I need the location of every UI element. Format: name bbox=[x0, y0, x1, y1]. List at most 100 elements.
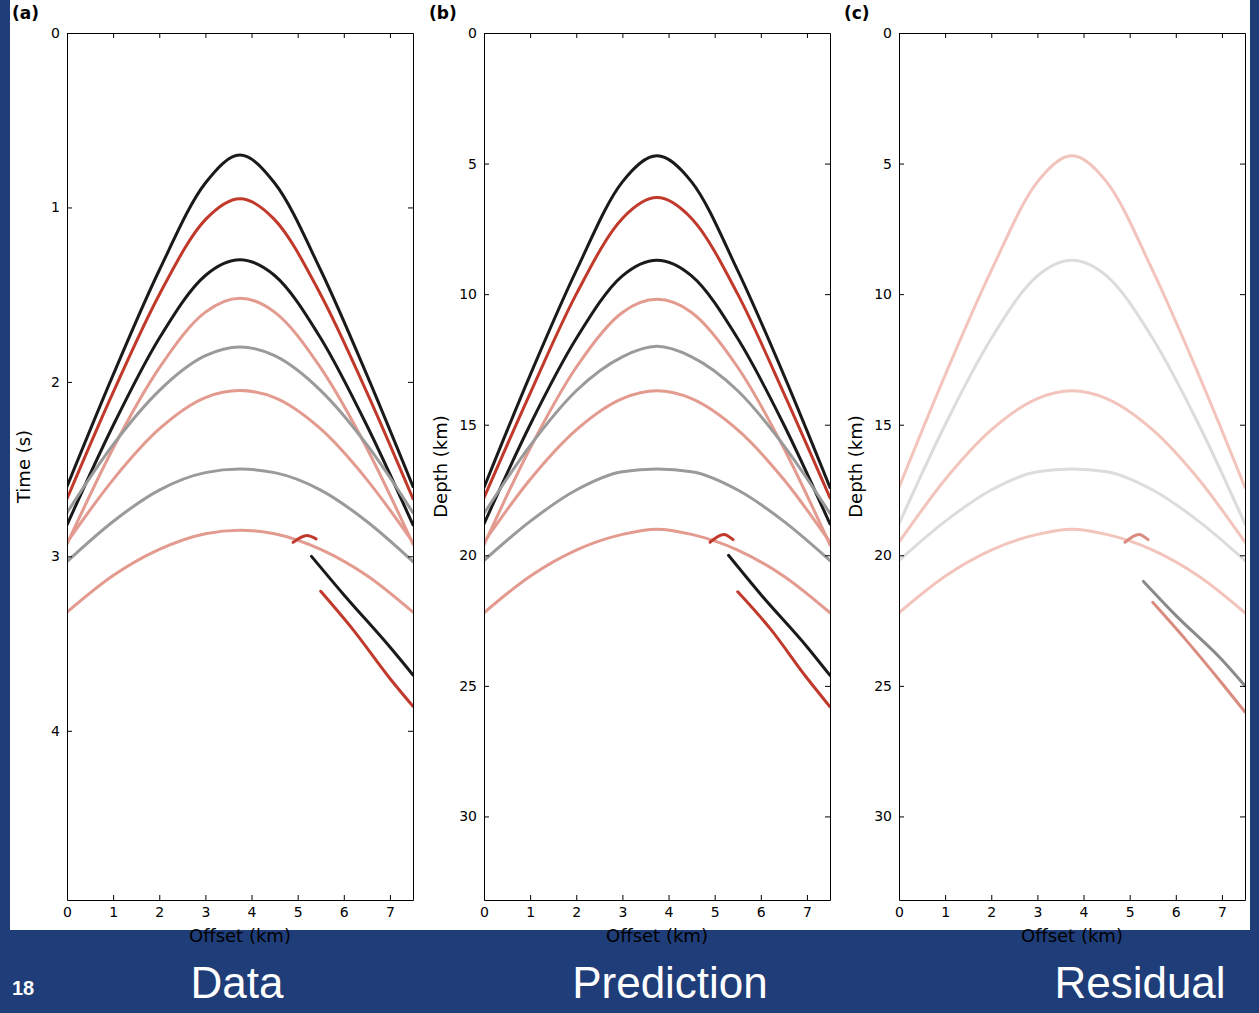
tick-mark bbox=[945, 895, 946, 900]
axis bbox=[900, 33, 1246, 38]
tick: 2 bbox=[155, 895, 164, 920]
tick: 4 bbox=[1080, 895, 1089, 920]
tick bbox=[1130, 33, 1131, 38]
tick-mark bbox=[408, 556, 413, 557]
event bbox=[738, 592, 830, 707]
axis-line bbox=[68, 33, 414, 34]
tick bbox=[807, 33, 808, 38]
tick-mark bbox=[945, 33, 946, 38]
tick-mark bbox=[484, 816, 489, 817]
tick-label: 0 bbox=[480, 904, 489, 920]
tick: 10 bbox=[459, 286, 489, 302]
tick-mark bbox=[67, 556, 72, 557]
event bbox=[1144, 581, 1245, 685]
tick bbox=[945, 33, 946, 38]
axis-line bbox=[900, 900, 1246, 901]
tick: 15 bbox=[874, 417, 904, 433]
x-axis-title: Offset (km) bbox=[606, 925, 708, 946]
tick: 3 bbox=[201, 895, 210, 920]
event bbox=[293, 535, 316, 542]
tick bbox=[408, 33, 413, 34]
tick-label: 1 bbox=[526, 904, 535, 920]
tick-label: 0 bbox=[895, 904, 904, 920]
tick bbox=[252, 33, 253, 38]
tick-label: 5 bbox=[468, 156, 477, 172]
tick-label: 15 bbox=[459, 417, 477, 433]
tick-mark bbox=[159, 33, 160, 38]
caption: Prediction bbox=[572, 958, 768, 1007]
tick bbox=[530, 33, 531, 38]
tick-label: 0 bbox=[883, 25, 892, 41]
tick-mark bbox=[484, 555, 489, 556]
tick bbox=[825, 686, 830, 687]
tick-mark bbox=[825, 686, 830, 687]
tick-mark bbox=[298, 895, 299, 900]
tick bbox=[1240, 294, 1245, 295]
tick: 3 bbox=[51, 548, 72, 564]
tick-mark bbox=[484, 164, 489, 165]
tick-label: 2 bbox=[987, 904, 996, 920]
tick bbox=[1240, 33, 1245, 34]
y-axis-title: Depth (km) bbox=[845, 415, 866, 518]
tick-label: 7 bbox=[1218, 904, 1227, 920]
axis-line bbox=[1245, 34, 1246, 901]
tick: 4 bbox=[665, 895, 674, 920]
tick: 20 bbox=[459, 547, 489, 563]
x-axis-title: Offset (km) bbox=[189, 925, 291, 946]
tick-label: 6 bbox=[757, 904, 766, 920]
axis: 01234567 bbox=[480, 895, 830, 920]
tick: 6 bbox=[340, 895, 349, 920]
event bbox=[484, 529, 830, 613]
tick-mark bbox=[622, 33, 623, 38]
tick-label: 6 bbox=[1172, 904, 1181, 920]
axis-line bbox=[68, 900, 414, 901]
event bbox=[67, 298, 413, 544]
tick-label: 5 bbox=[1126, 904, 1135, 920]
tick-mark bbox=[1240, 164, 1245, 165]
tick-mark bbox=[1037, 895, 1038, 900]
axis: 01234567 bbox=[895, 895, 1245, 920]
tick: 20 bbox=[874, 547, 904, 563]
tick: 1 bbox=[109, 895, 118, 920]
panel-label: (b) bbox=[429, 3, 457, 23]
tick: 0 bbox=[468, 25, 489, 41]
tick-label: 4 bbox=[1080, 904, 1089, 920]
axis-line bbox=[900, 33, 1246, 34]
axis: 01234 bbox=[51, 25, 72, 901]
tick-mark bbox=[1240, 816, 1245, 817]
tick: 4 bbox=[248, 895, 257, 920]
tick bbox=[1176, 33, 1177, 38]
tick bbox=[622, 33, 623, 38]
tick bbox=[408, 556, 413, 557]
tick-mark bbox=[390, 895, 391, 900]
tick-label: 30 bbox=[874, 808, 892, 824]
tick-label: 25 bbox=[459, 678, 477, 694]
tick-mark bbox=[1222, 895, 1223, 900]
event bbox=[67, 347, 413, 513]
tick-mark bbox=[899, 686, 904, 687]
tick bbox=[825, 294, 830, 295]
tick bbox=[1240, 164, 1245, 165]
tick-mark bbox=[408, 207, 413, 208]
tick: 4 bbox=[51, 723, 72, 739]
event bbox=[321, 591, 413, 706]
axis: 051015202530 bbox=[874, 25, 904, 901]
tick: 6 bbox=[1172, 895, 1181, 920]
event bbox=[899, 391, 1245, 542]
tick-label: 4 bbox=[51, 723, 60, 739]
tick-mark bbox=[807, 33, 808, 38]
tick-mark bbox=[484, 294, 489, 295]
tick bbox=[298, 33, 299, 38]
tick-mark bbox=[67, 382, 72, 383]
axis-line bbox=[485, 900, 831, 901]
tick: 1 bbox=[941, 895, 950, 920]
tick bbox=[715, 33, 716, 38]
tick bbox=[205, 33, 206, 38]
axis-line bbox=[830, 34, 831, 901]
tick-mark bbox=[113, 33, 114, 38]
tick: 30 bbox=[459, 808, 489, 824]
tick-label: 3 bbox=[51, 548, 60, 564]
tick-mark bbox=[622, 895, 623, 900]
tick-mark bbox=[1084, 33, 1085, 38]
tick: 7 bbox=[803, 895, 812, 920]
